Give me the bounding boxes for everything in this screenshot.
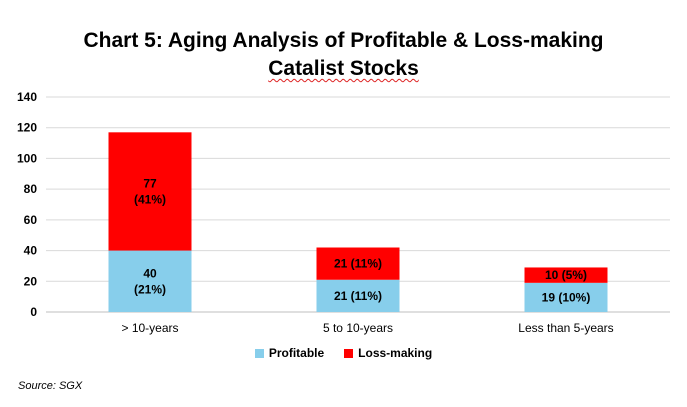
data-label-loss-making-2: 10 (5%) xyxy=(545,268,587,282)
legend-label-profitable: Profitable xyxy=(268,346,325,360)
bar-loss-making-0 xyxy=(108,132,192,251)
bar-profitable-1 xyxy=(316,279,400,312)
data-label-profitable-2: 19 (10%) xyxy=(542,290,591,304)
data-label-profitable-1: 21 (11%) xyxy=(334,289,382,303)
x-category-label-1: 5 to 10-years xyxy=(323,321,393,335)
x-category-label-0: > 10-years xyxy=(121,321,178,335)
legend-swatch-profitable xyxy=(254,348,264,358)
data-label-loss-making-1: 21 (11%) xyxy=(334,257,382,271)
legend-swatch-loss-making xyxy=(344,348,354,358)
data-label-loss-making-0: 77 (41%) xyxy=(134,176,166,206)
legend-item-profitable: Profitable xyxy=(254,346,325,360)
y-tick-label-40: 40 xyxy=(24,244,38,258)
chart-legend: Profitable Loss-making xyxy=(0,346,687,360)
y-tick-label-60: 60 xyxy=(24,213,38,227)
y-tick-label-120: 120 xyxy=(17,121,37,135)
chart-title-line-2: Catalist Stocks xyxy=(268,57,419,80)
bar-profitable-0 xyxy=(108,250,192,312)
y-tick-label-20: 20 xyxy=(24,274,38,288)
bar-profitable-2 xyxy=(524,282,608,312)
data-label-profitable-0: 40 (21%) xyxy=(134,266,166,296)
y-tick-label-140: 140 xyxy=(17,90,37,104)
y-tick-label-80: 80 xyxy=(24,182,38,196)
bar-loss-making-2 xyxy=(524,267,608,283)
x-category-label-2: Less than 5-years xyxy=(518,321,613,335)
bar-loss-making-1 xyxy=(316,247,400,280)
legend-label-loss-making: Loss-making xyxy=(358,346,433,360)
y-tick-label-100: 100 xyxy=(17,151,37,165)
y-tick-label-0: 0 xyxy=(30,305,37,319)
chart-title-line-1: Chart 5: Aging Analysis of Profitable & … xyxy=(83,29,604,52)
chart-title: Chart 5: Aging Analysis of Profitable & … xyxy=(0,27,687,83)
source-note: Source: SGX xyxy=(18,380,83,392)
legend-item-loss-making: Loss-making xyxy=(344,346,432,360)
